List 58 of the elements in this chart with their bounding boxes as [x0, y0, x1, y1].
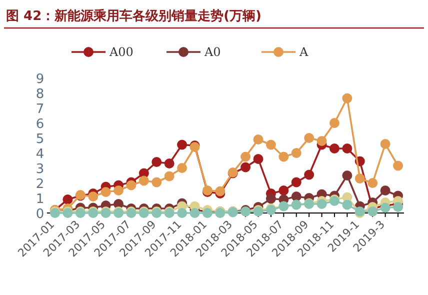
point [266, 140, 276, 150]
point [177, 163, 188, 173]
point [316, 136, 327, 146]
point [304, 170, 314, 180]
y-tick-label: 8 [36, 87, 44, 102]
point [266, 194, 276, 204]
point [126, 180, 136, 190]
point [342, 200, 352, 210]
point [291, 192, 302, 202]
point [393, 160, 403, 171]
y-tick-label: 3 [36, 162, 44, 177]
point [240, 152, 251, 162]
point [342, 144, 352, 154]
point [240, 162, 251, 172]
point [114, 186, 124, 196]
point [100, 187, 111, 197]
point [278, 152, 289, 162]
point [342, 93, 352, 104]
point [152, 177, 162, 188]
legend-label: A [298, 45, 308, 59]
y-tick-label: 5 [36, 132, 44, 147]
point [62, 194, 73, 204]
point [380, 139, 390, 149]
point [354, 174, 365, 184]
point [342, 170, 352, 180]
legend-label: A00 [108, 45, 134, 59]
point [164, 171, 174, 182]
point [138, 176, 149, 186]
point [215, 186, 226, 196]
point [329, 144, 340, 154]
point [304, 133, 314, 143]
y-tick-label: 4 [36, 147, 44, 162]
point [380, 202, 390, 213]
point [368, 178, 378, 188]
point [291, 177, 302, 188]
point [88, 192, 98, 202]
y-tick-label: 2 [36, 177, 44, 192]
point [329, 118, 340, 128]
y-tick-label: 9 [36, 72, 44, 87]
point [190, 208, 200, 218]
point [177, 208, 188, 218]
y-tick-label: 0 [36, 207, 44, 222]
point [316, 199, 327, 209]
point [164, 158, 174, 168]
y-tick-label: 7 [36, 102, 44, 117]
point [253, 154, 264, 164]
point [291, 148, 302, 158]
point [393, 202, 403, 212]
y-tick-label: 1 [36, 192, 44, 207]
legend-label: A0 [204, 45, 221, 59]
point [253, 134, 264, 144]
point [152, 157, 162, 167]
point [177, 140, 188, 150]
y-tick-label: 6 [36, 117, 44, 132]
title: 图 42：新能源乘用车各级别销量走势(万辆) [6, 9, 262, 24]
point [368, 206, 378, 216]
point [278, 186, 289, 196]
point [380, 186, 390, 196]
